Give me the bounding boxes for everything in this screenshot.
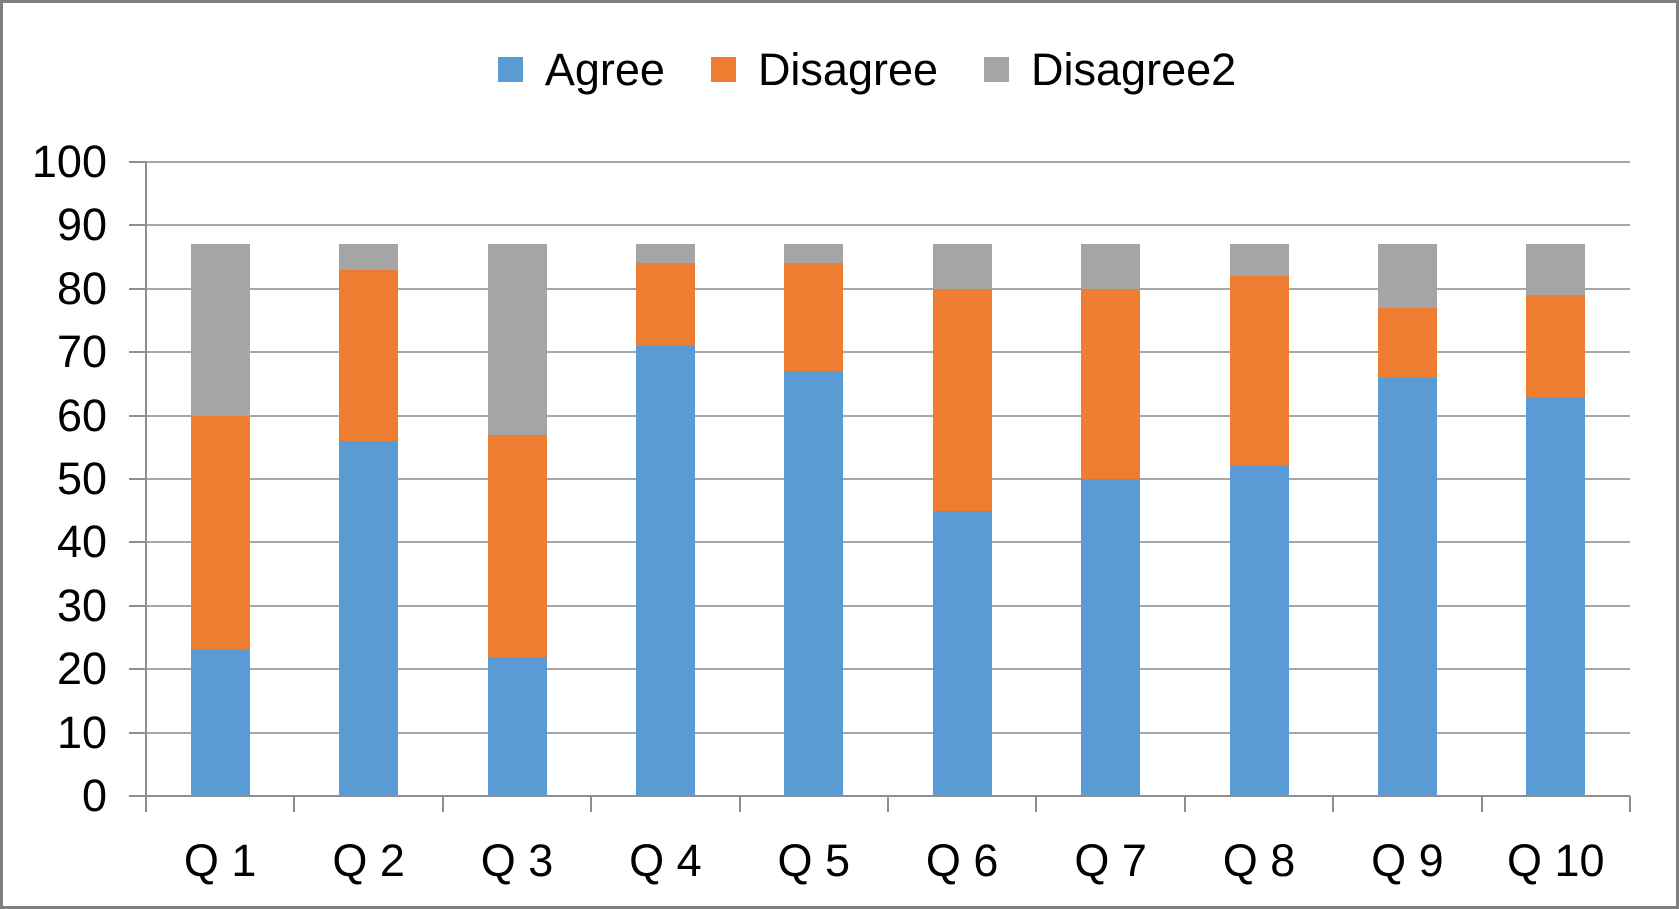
legend-label: Disagree2 <box>1031 44 1237 95</box>
y-axis-label: 50 <box>56 453 107 504</box>
y-axis-label: 20 <box>56 643 107 695</box>
bar-segment-agree <box>932 510 992 796</box>
gridline <box>146 668 1630 671</box>
y-axis-tick <box>129 604 146 607</box>
bar-segment-disagree2 <box>190 244 250 416</box>
y-axis-label: 30 <box>56 579 107 631</box>
legend-swatch-disagree <box>710 57 736 82</box>
y-axis-tick <box>129 224 146 227</box>
bar-segment-disagree <box>487 434 547 657</box>
y-axis-label: 100 <box>31 136 107 187</box>
x-axis-tick <box>1480 796 1483 812</box>
x-axis-label: Q 10 <box>1507 835 1605 886</box>
bar-segment-agree <box>1229 466 1289 796</box>
legend-label: Agree <box>544 44 665 95</box>
x-axis-label: Q 6 <box>925 835 999 886</box>
y-axis-tick <box>129 478 146 480</box>
legend-swatch-disagree2 <box>984 57 1010 82</box>
bar-segment-agree <box>1081 479 1141 796</box>
x-axis-label: Q 5 <box>777 835 851 886</box>
legend-item-agree: Agree <box>497 44 665 95</box>
bar-segment-disagree2 <box>1229 244 1289 277</box>
bar-segment-disagree2 <box>487 244 547 435</box>
bar-segment-disagree2 <box>1377 244 1437 308</box>
x-axis-tick <box>1035 796 1038 812</box>
y-axis-tick <box>129 161 146 163</box>
y-axis-label: 10 <box>56 706 107 758</box>
x-axis-label: Q 2 <box>332 835 405 886</box>
plot-area: 0 10 20 30 40 50 60 70 80 90 100 Q 1 Q 2 Q 3 Q 4 Q 5 Q 6… <box>3 3 1676 906</box>
x-axis-tick <box>1183 796 1186 812</box>
legend-label: Disagree <box>757 44 939 95</box>
y-axis-label: 0 <box>81 770 107 821</box>
y-axis-label: 40 <box>56 516 107 568</box>
x-axis-label: Q 3 <box>480 835 554 886</box>
bar-segment-disagree <box>1526 295 1586 397</box>
x-axis-tick <box>293 796 296 812</box>
bar-segment-disagree <box>339 269 399 441</box>
x-axis-tick <box>1332 796 1335 812</box>
bar-segment-agree <box>487 656 547 796</box>
bar-segment-disagree2 <box>1081 244 1141 289</box>
y-axis-tick <box>129 795 146 797</box>
y-axis-tick <box>129 668 146 671</box>
gridline <box>146 478 1630 480</box>
bar-segment-disagree2 <box>932 244 992 289</box>
bar-segment-agree <box>1526 396 1586 796</box>
gridline <box>146 161 1630 163</box>
x-axis-label: Q 7 <box>1074 835 1147 886</box>
bar-segment-disagree <box>932 288 992 511</box>
bar-segment-disagree2 <box>339 244 399 270</box>
y-axis-tick <box>129 414 146 417</box>
bar-segment-disagree <box>1229 276 1289 467</box>
y-axis-label: 70 <box>56 326 107 378</box>
legend-swatch-agree <box>497 57 523 82</box>
x-axis-tick <box>887 796 889 812</box>
x-axis-tick <box>145 796 147 812</box>
y-axis-label: 90 <box>56 199 107 251</box>
gridline <box>146 414 1630 417</box>
bar-segment-agree <box>1377 377 1437 796</box>
gridline <box>146 224 1630 227</box>
legend-item-disagree2: Disagree2 <box>984 47 1236 92</box>
bar-segment-disagree <box>1081 288 1141 479</box>
y-axis-label: 80 <box>56 262 107 314</box>
y-axis-tick <box>129 541 146 544</box>
y-axis-label: 60 <box>56 389 107 441</box>
bar-segment-agree <box>339 440 399 796</box>
x-axis-label: Q 4 <box>629 835 702 886</box>
x-axis-tick <box>1629 796 1631 812</box>
bar-segment-disagree2 <box>635 244 695 264</box>
bar-segment-agree <box>784 371 844 796</box>
bar-segment-disagree <box>1377 307 1437 378</box>
bar-segment-disagree <box>635 263 695 346</box>
legend: Agree Disagree Disagree2 <box>3 47 1676 92</box>
x-axis-tick <box>738 796 741 812</box>
x-axis-label: Q 8 <box>1222 835 1296 886</box>
bar-segment-disagree <box>784 263 844 372</box>
gridline <box>146 287 1630 290</box>
bar-segment-agree <box>635 345 695 796</box>
x-axis-tick <box>441 796 444 812</box>
y-axis-tick <box>129 351 146 354</box>
x-axis-label: Q 1 <box>183 835 257 886</box>
bar-segment-disagree2 <box>784 244 844 264</box>
bar-segment-disagree2 <box>1526 244 1586 296</box>
bar-segment-agree <box>190 650 250 796</box>
gridline <box>146 541 1630 544</box>
y-axis-tick <box>129 287 146 290</box>
y-axis-line <box>145 162 147 796</box>
bar-segment-disagree <box>190 415 250 651</box>
gridline <box>146 604 1630 607</box>
legend-item-disagree: Disagree <box>710 44 939 95</box>
gridline <box>146 351 1630 354</box>
x-axis-label: Q 9 <box>1371 835 1444 886</box>
gridline <box>146 731 1630 734</box>
x-axis-tick <box>590 796 593 812</box>
y-axis-tick <box>129 731 146 734</box>
